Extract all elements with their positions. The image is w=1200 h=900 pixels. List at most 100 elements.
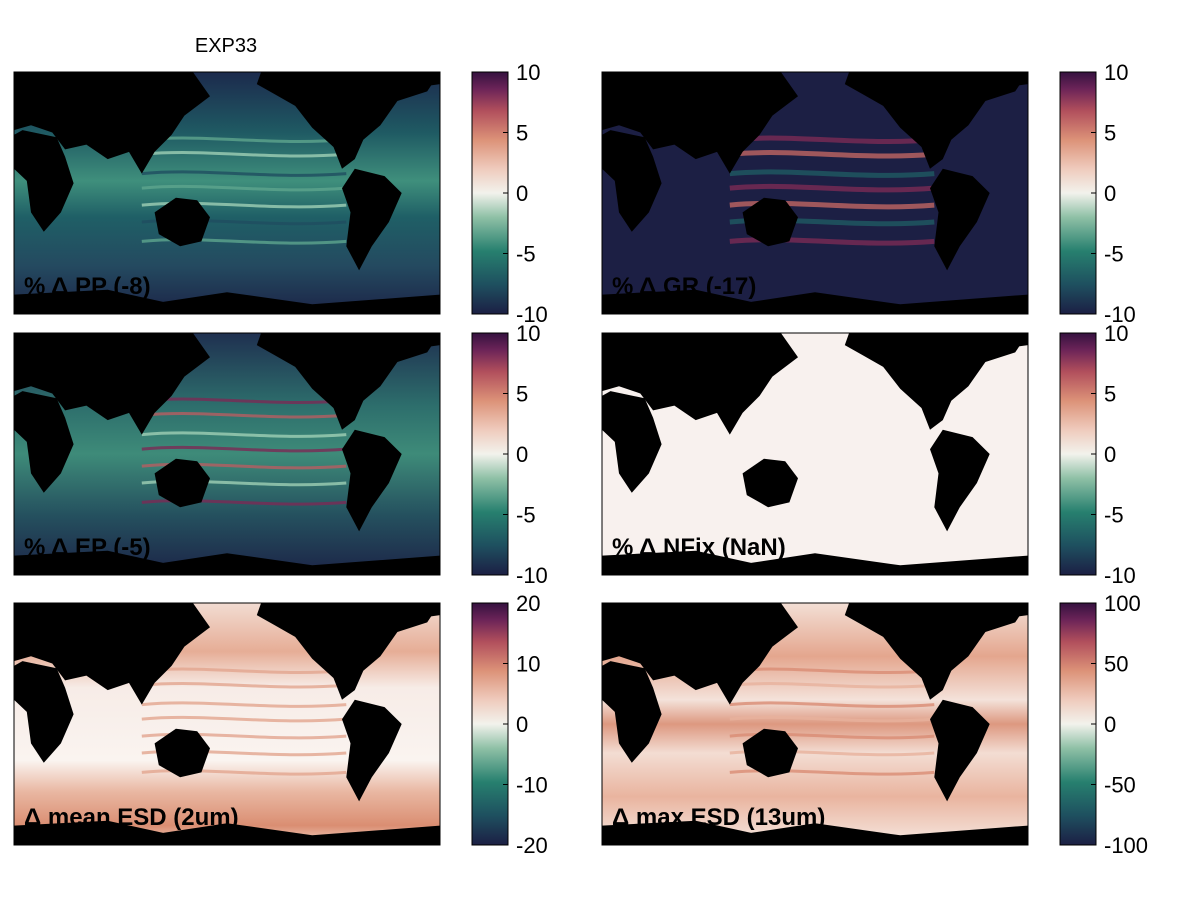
land-australia xyxy=(742,458,798,508)
map-frame xyxy=(13,71,441,315)
field-streak xyxy=(729,169,935,178)
land-africa xyxy=(602,391,662,493)
colorbar-tick-label: 0 xyxy=(516,181,528,206)
field-streak xyxy=(729,732,935,740)
field-streak xyxy=(729,769,935,776)
land-antarctica xyxy=(602,820,1028,845)
field-streak xyxy=(141,682,347,689)
colorbar-tick-label: 20 xyxy=(516,591,540,616)
land-africa xyxy=(602,130,662,232)
field-streak xyxy=(729,682,935,689)
panel-pp: % Δ PP (-8) 10 5 0 -5 -10 xyxy=(13,60,548,327)
field-streak xyxy=(141,769,347,776)
land-south-america xyxy=(342,699,402,802)
field-streak xyxy=(141,184,347,192)
field-streak xyxy=(141,201,347,209)
figure-title: EXP33 xyxy=(195,35,257,57)
colorbar xyxy=(1059,602,1097,846)
colorbar-tick-label: 50 xyxy=(1104,652,1128,677)
field-streak xyxy=(729,701,935,708)
colorbar-tick-label: 0 xyxy=(1104,712,1116,737)
land-antarctica xyxy=(14,820,440,845)
land-africa xyxy=(14,661,74,763)
field-streak xyxy=(141,462,347,470)
colorbar-tick-label: 100 xyxy=(1104,591,1141,616)
land-greenland xyxy=(405,603,440,618)
colorbar xyxy=(471,71,509,315)
land-antarctica xyxy=(14,289,440,314)
land-south-america xyxy=(930,429,990,532)
colorbar-tick-label: 0 xyxy=(516,442,528,467)
field-streak xyxy=(141,715,347,723)
map-frame xyxy=(601,332,1029,576)
land-greenland xyxy=(993,333,1028,348)
colorbar xyxy=(471,602,509,846)
colorbar-tick-label: -5 xyxy=(516,503,536,528)
colorbar-tick-label: 10 xyxy=(516,321,540,346)
colorbar-tick-label: 5 xyxy=(516,382,528,407)
land-north-america xyxy=(844,603,1028,700)
field-streak xyxy=(141,238,347,245)
colorbar-tick-label: 0 xyxy=(1104,181,1116,206)
land-eurasia xyxy=(14,603,210,705)
colorbar-tick-label: 0 xyxy=(1104,442,1116,467)
land-australia xyxy=(742,728,798,778)
field-streak xyxy=(729,150,935,159)
land-eurasia xyxy=(14,333,210,435)
colorbar xyxy=(1059,332,1097,576)
land-africa xyxy=(602,661,662,763)
map-frame xyxy=(601,602,1029,846)
colorbar-tick-label: -5 xyxy=(1104,503,1124,528)
panel-ep: % Δ EP (-5) 10 5 0 -5 -10 xyxy=(13,321,548,588)
land-eurasia xyxy=(14,72,210,174)
field-streak xyxy=(141,170,347,177)
panel-nfix: % Δ NFix (NaN) 10 5 0 -5 -10 xyxy=(601,321,1136,588)
land-australia xyxy=(154,728,210,778)
land-antarctica xyxy=(602,550,1028,575)
colorbar-tick-label: -10 xyxy=(1104,563,1136,588)
map-frame xyxy=(601,71,1029,315)
colorbar-tick-label: -100 xyxy=(1104,833,1148,858)
land-south-america xyxy=(930,699,990,802)
land-greenland xyxy=(405,72,440,87)
colorbar-tick-label: -10 xyxy=(516,563,548,588)
colorbar-tick-label: 10 xyxy=(1104,321,1128,346)
land-australia xyxy=(154,458,210,508)
panel-xesd: Δ max ESD (13um) 100 50 0 -50 -100 xyxy=(601,591,1148,858)
colorbar-tick-label: 10 xyxy=(516,652,540,677)
colorbar-tick-label: -5 xyxy=(516,242,536,267)
colorbar-tick-label: -50 xyxy=(1104,773,1136,798)
land-north-america xyxy=(256,333,440,430)
map-frame xyxy=(13,602,441,846)
colorbar-tick-label: -20 xyxy=(516,833,548,858)
field-streak xyxy=(729,200,935,210)
colorbar-tick-label: 10 xyxy=(1104,60,1128,85)
land-north-america xyxy=(844,333,1028,430)
field-streak xyxy=(141,151,347,158)
land-australia xyxy=(154,197,210,247)
field-streak xyxy=(141,701,347,708)
land-africa xyxy=(14,130,74,232)
land-south-america xyxy=(342,168,402,271)
panel-label: % Δ EP (-5) xyxy=(24,534,151,561)
land-antarctica xyxy=(602,289,1028,314)
colorbar-tick-label: 0 xyxy=(516,712,528,737)
colorbar-tick-label: -10 xyxy=(1104,302,1136,327)
colorbar-tick-label: 10 xyxy=(516,60,540,85)
colorbar-tick-label: 5 xyxy=(516,121,528,146)
land-north-america xyxy=(256,603,440,700)
colorbar-tick-label: 5 xyxy=(1104,121,1116,146)
land-north-america xyxy=(844,72,1028,169)
colorbar xyxy=(471,332,509,576)
colorbar-tick-label: -5 xyxy=(1104,242,1124,267)
panel-mesd: Δ mean ESD (2um) 20 10 0 -10 -20 xyxy=(13,591,548,858)
panel-label: Δ mean ESD (2um) xyxy=(24,804,239,831)
land-eurasia xyxy=(602,603,798,705)
field-streak xyxy=(729,715,935,723)
land-north-america xyxy=(256,72,440,169)
panel-label: % Δ NFix (NaN) xyxy=(612,534,786,561)
panel-label: % Δ PP (-8) xyxy=(24,273,151,300)
field-streak xyxy=(141,445,347,453)
field-streak xyxy=(141,499,347,506)
